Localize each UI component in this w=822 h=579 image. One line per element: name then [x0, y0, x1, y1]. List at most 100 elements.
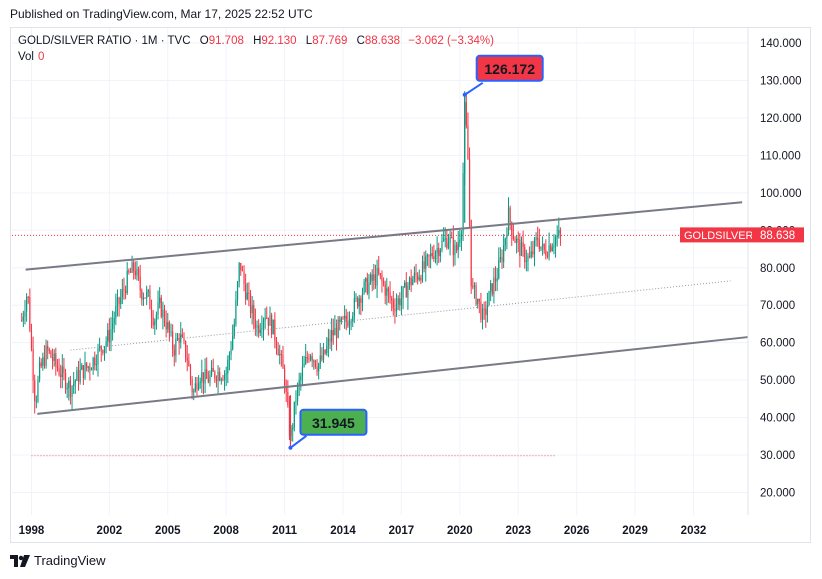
candle-body — [272, 319, 274, 335]
close-value: 88.638 — [364, 35, 401, 47]
candle-body — [34, 380, 36, 401]
candle-body — [167, 322, 169, 330]
candle-body — [137, 268, 140, 277]
candle-body — [37, 379, 39, 401]
candle-body — [204, 369, 206, 384]
open-value: 91.708 — [208, 35, 244, 47]
candle-body — [525, 261, 527, 263]
candle-body — [128, 270, 130, 272]
candle-body — [107, 330, 109, 342]
candle-body — [293, 401, 295, 428]
candle-body — [386, 288, 388, 296]
candle-body — [361, 292, 364, 303]
candle-body — [553, 245, 555, 248]
candle-body — [540, 246, 542, 249]
candle-body — [76, 370, 78, 381]
candle-body — [61, 366, 63, 377]
candle-body — [421, 261, 424, 281]
candle-body — [303, 363, 305, 368]
candle-body — [68, 380, 70, 388]
candle-body — [366, 278, 368, 294]
candle-body — [365, 278, 367, 282]
candle-body — [350, 321, 352, 323]
candle-body — [524, 247, 526, 262]
candle-body — [201, 372, 203, 382]
trend-lines — [25, 201, 749, 415]
candle-body — [82, 365, 84, 378]
candle-body — [251, 305, 253, 314]
candle-body — [228, 354, 231, 361]
candle-body — [485, 308, 487, 315]
candle-body — [404, 282, 406, 287]
low-callout-box — [299, 408, 368, 436]
candle-body — [32, 349, 34, 381]
candle-body — [301, 367, 304, 377]
y-tick-label: 20.000 — [760, 488, 795, 500]
candle-body — [311, 356, 313, 361]
candle-body — [48, 349, 50, 352]
candle-body — [29, 297, 31, 331]
candle-body — [176, 338, 179, 340]
candle-body — [89, 366, 91, 371]
candle-body — [24, 311, 26, 317]
candle-body — [309, 356, 312, 360]
candle-body — [254, 318, 256, 329]
x-tick-label: 2026 — [564, 525, 590, 537]
candle-body — [79, 369, 81, 382]
candle-body — [551, 247, 553, 251]
candle-body — [225, 373, 227, 375]
candle-body — [543, 244, 545, 251]
candle-body — [470, 219, 472, 287]
candle-body — [420, 277, 422, 281]
low-callout-label: 31.945 — [312, 415, 355, 431]
candle-body — [451, 237, 453, 239]
candle-body — [371, 274, 373, 281]
candle-body — [162, 309, 164, 317]
candle-body — [334, 327, 336, 336]
candle-body — [345, 315, 347, 322]
x-tick-label: 1998 — [19, 525, 45, 537]
candle-body — [50, 351, 52, 358]
candle-body — [486, 305, 489, 315]
candle-body — [538, 240, 540, 249]
high-callout-box — [475, 54, 544, 82]
candle-body — [256, 325, 258, 329]
candle-body — [246, 292, 248, 300]
candle-body — [378, 268, 380, 274]
candle-body — [295, 401, 297, 403]
tradingview-footer[interactable]: TradingView — [10, 553, 106, 568]
candle-body — [87, 366, 89, 368]
candle-body — [42, 357, 44, 367]
trend-line-lower — [37, 336, 749, 415]
candle-body — [73, 383, 75, 387]
candle-body — [95, 364, 97, 366]
candle-body — [405, 282, 407, 298]
candle-body — [363, 281, 365, 293]
candle-body — [266, 317, 268, 319]
x-axis: 1998 2002 2005 2008 2011 2014 2017 2020 2023 2026… — [19, 525, 707, 537]
candle-body — [45, 345, 47, 366]
candle-body — [92, 357, 94, 370]
candle-body — [123, 289, 125, 291]
candle-body — [105, 341, 107, 347]
candle-body — [415, 272, 417, 276]
candle-body — [357, 297, 359, 307]
candle-body — [196, 383, 198, 390]
candle-body — [120, 297, 122, 304]
candle-body — [292, 427, 294, 430]
candle-body — [55, 353, 57, 365]
y-tick-label: 100.000 — [760, 188, 802, 200]
volume-legend: Vol 0 — [18, 51, 44, 63]
candle-body — [322, 349, 325, 360]
candle-body — [134, 271, 136, 276]
candle-body — [517, 238, 519, 240]
candle-body — [259, 329, 261, 333]
candle-body — [245, 284, 247, 300]
candle-body — [546, 255, 549, 257]
candle-body — [339, 319, 341, 322]
candle-body — [488, 291, 490, 306]
candle-body — [191, 379, 193, 393]
candle-body — [514, 238, 516, 243]
x-tick-label: 2014 — [330, 525, 356, 537]
